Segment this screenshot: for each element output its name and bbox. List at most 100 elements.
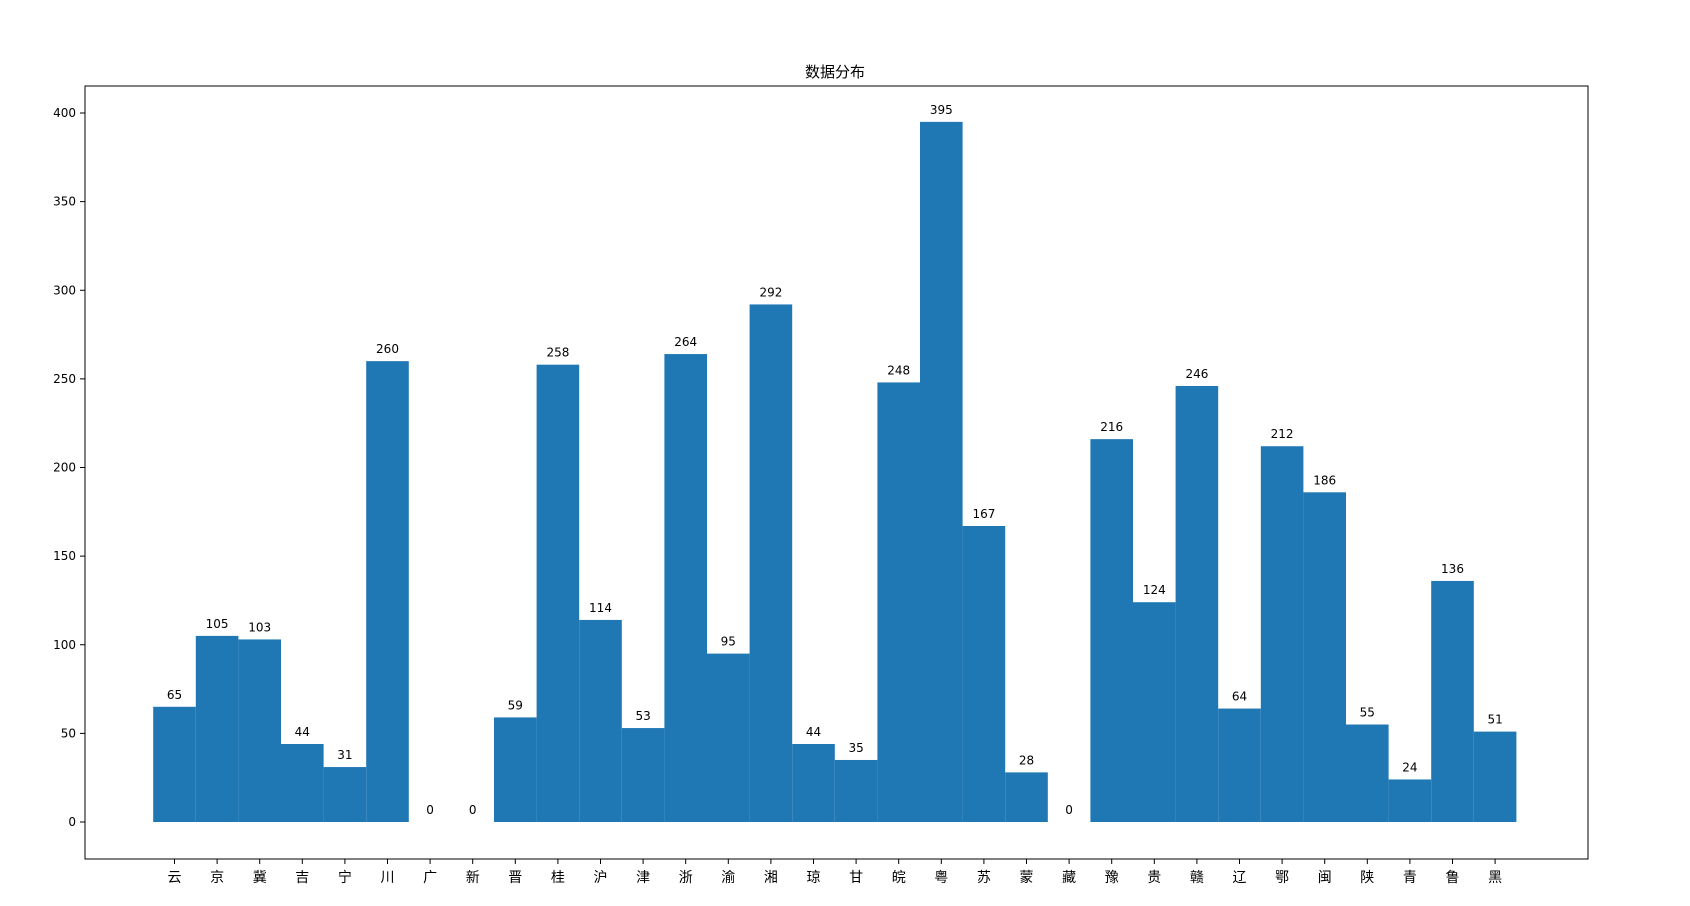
data-label-桂: 258	[546, 346, 569, 360]
bar-津	[621, 728, 665, 822]
y-axis: 0 50 100 150 200 250 300 350 400	[53, 106, 85, 829]
data-label-豫: 216	[1100, 420, 1123, 434]
data-label-青: 24	[1402, 760, 1417, 774]
bar-京	[195, 635, 239, 822]
bar-贵	[1133, 602, 1176, 822]
x-tick-label-京: 京	[210, 870, 224, 886]
bar-陕	[1346, 724, 1389, 822]
data-label-藏: 0	[1065, 803, 1073, 817]
y-tick-label-300: 300	[53, 283, 76, 297]
data-label-川: 260	[376, 342, 399, 356]
bar-湘	[749, 304, 793, 822]
x-tick-label-蒙: 蒙	[1020, 870, 1034, 886]
bar-桂	[536, 364, 580, 822]
y-tick-label-150: 150	[53, 549, 76, 563]
x-tick-label-湘: 湘	[764, 870, 778, 886]
bar-琼	[792, 744, 835, 822]
bar-辽	[1218, 708, 1261, 822]
bar-甘	[834, 759, 878, 822]
data-label-黑: 51	[1487, 713, 1502, 727]
bar-沪	[579, 619, 622, 822]
data-label-冀: 103	[248, 620, 271, 634]
y-tick-label-250: 250	[53, 372, 76, 386]
data-label-皖: 248	[887, 363, 910, 377]
x-tick-label-黑: 黑	[1488, 870, 1502, 886]
data-label-鄂: 212	[1271, 427, 1294, 441]
x-tick-label-吉: 吉	[295, 870, 309, 886]
chart-title: 数据分布	[805, 63, 865, 81]
data-label-苏: 167	[972, 507, 995, 521]
data-label-广: 0	[426, 803, 434, 817]
data-label-京: 105	[206, 617, 229, 631]
y-tick-label-400: 400	[53, 106, 76, 120]
data-label-吉: 44	[295, 725, 310, 739]
x-tick-label-琼: 琼	[807, 870, 821, 886]
data-label-云: 65	[167, 688, 182, 702]
data-label-贵: 124	[1143, 583, 1166, 597]
x-tick-label-广: 广	[423, 870, 437, 886]
bar-吉	[281, 744, 324, 822]
bar-苏	[962, 525, 1006, 822]
x-tick-label-浙: 浙	[679, 870, 693, 886]
data-label-晋: 59	[508, 698, 523, 712]
bar-皖	[877, 382, 920, 822]
y-tick-label-200: 200	[53, 461, 76, 475]
x-tick-label-陕: 陕	[1360, 870, 1374, 886]
x-tick-label-宁: 宁	[338, 869, 352, 886]
data-label-琼: 44	[806, 725, 821, 739]
data-label-新: 0	[469, 803, 477, 817]
bar-青	[1388, 779, 1432, 822]
x-tick-label-鄂: 鄂	[1275, 870, 1289, 886]
data-labels-group: 65 105 103 44 31 260 0 0 59 258 114 53 264 95 292 44 35 2…	[167, 103, 1503, 817]
x-tick-label-沪: 沪	[594, 870, 608, 886]
bar-粤	[920, 121, 963, 823]
x-tick-label-晋: 晋	[508, 870, 522, 886]
x-tick-label-赣: 赣	[1190, 870, 1204, 886]
y-tick-label-100: 100	[53, 638, 76, 652]
x-tick-label-豫: 豫	[1105, 870, 1119, 886]
y-tick-label-350: 350	[53, 195, 76, 209]
x-tick-label-闽: 闽	[1318, 870, 1332, 886]
x-tick-label-新: 新	[466, 870, 480, 886]
bar-川	[366, 361, 409, 822]
data-label-鲁: 136	[1441, 562, 1464, 576]
data-label-闽: 186	[1313, 473, 1336, 487]
data-label-甘: 35	[848, 741, 863, 755]
x-tick-label-贵: 贵	[1147, 870, 1161, 886]
data-label-浙: 264	[674, 335, 697, 349]
bar-浙	[664, 354, 707, 822]
x-tick-label-甘: 甘	[849, 870, 863, 886]
x-tick-label-皖: 皖	[892, 870, 906, 886]
data-label-宁: 31	[337, 748, 352, 762]
x-axis: 云京冀吉宁川广新晋桂沪津浙渝湘琼甘皖粤苏蒙藏豫贵赣辽鄂闽陕青鲁黑	[168, 859, 1502, 886]
x-tick-label-冀: 冀	[253, 870, 267, 886]
x-tick-label-辽: 辽	[1233, 870, 1247, 886]
data-label-辽: 64	[1232, 690, 1247, 704]
bar-豫	[1090, 439, 1133, 822]
bar-云	[153, 706, 196, 822]
x-tick-label-桂: 桂	[551, 870, 565, 886]
data-label-赣: 246	[1185, 367, 1208, 381]
x-tick-label-川: 川	[381, 870, 395, 886]
bar-鲁	[1431, 580, 1474, 822]
data-label-渝: 95	[721, 635, 736, 649]
bar-蒙	[1005, 772, 1048, 822]
data-label-湘: 292	[759, 285, 782, 299]
x-tick-label-青: 青	[1403, 870, 1417, 886]
data-label-陕: 55	[1360, 706, 1375, 720]
x-tick-label-渝: 渝	[721, 870, 735, 886]
data-label-津: 53	[635, 709, 650, 723]
x-tick-label-鲁: 鲁	[1446, 870, 1460, 886]
bar-渝	[707, 653, 750, 822]
bar-闽	[1303, 492, 1346, 822]
bar-黑	[1473, 731, 1517, 822]
data-label-沪: 114	[589, 601, 612, 615]
plot-frame	[84, 85, 1589, 860]
x-tick-label-苏: 苏	[977, 870, 991, 886]
bar-冀	[238, 639, 281, 822]
x-tick-label-粤: 粤	[934, 870, 948, 886]
bar-赣	[1175, 385, 1219, 822]
y-tick-label-0: 0	[68, 815, 76, 829]
x-tick-label-云: 云	[168, 870, 182, 886]
bar-晋	[494, 717, 537, 822]
